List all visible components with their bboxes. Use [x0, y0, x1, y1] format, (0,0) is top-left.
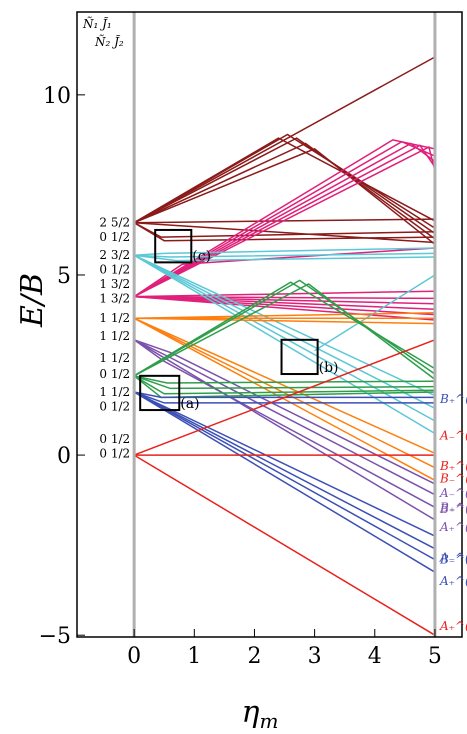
series-7-line-2 — [133, 454, 436, 636]
series-4-line-2 — [133, 339, 436, 508]
level-label-8: 1 1/2 — [99, 351, 130, 365]
x-tick-label-0: 0 — [127, 644, 141, 669]
series-6-line-5 — [133, 391, 436, 573]
x-tick-label-1: 1 — [187, 644, 201, 669]
series-3-line-0 — [134, 312, 435, 319]
series-5-line-2 — [133, 283, 436, 380]
state-label-9: B₋^(½) — [439, 553, 467, 567]
zoom-boxes: (a) (b) (c) — [139, 228, 339, 412]
level-label-13: 0 1/2 — [99, 446, 130, 460]
series-1-line-6 — [134, 290, 435, 298]
series-3-line-2 — [134, 317, 435, 325]
state-label-5: B₊^(½½) — [439, 500, 467, 514]
series-5-line-0 — [133, 281, 436, 377]
zoom-box-0 — [139, 374, 181, 412]
series-5-line-5 — [133, 375, 435, 395]
series-6-line-2 — [133, 391, 436, 537]
series-0-line-4 — [133, 142, 436, 240]
series-4-line-0 — [133, 339, 436, 485]
state-label-6: B₋^(½) — [439, 502, 467, 516]
x-tick-label-3: 3 — [308, 644, 322, 669]
state-label-4: A₋^(½) — [439, 486, 467, 500]
series-2-line-0 — [134, 247, 435, 256]
y-tick-label-2: 5 — [57, 264, 71, 289]
level-label-5: 1 3/2 — [99, 291, 130, 305]
series-2-line-6 — [133, 254, 436, 397]
state-label-11: A₊^(½½) — [439, 619, 467, 633]
series-2-line-2 — [134, 254, 435, 262]
header-label-1: Ñ₂ J̃₂ — [94, 34, 124, 49]
level-label-11: 0 1/2 — [99, 399, 130, 413]
level-label-9: 0 1/2 — [99, 367, 130, 381]
zoom-box-label-0: (a) — [180, 396, 199, 412]
series-5-line-1 — [133, 279, 436, 377]
series-0-line-8 — [133, 222, 435, 242]
vertical-lines — [132, 12, 437, 637]
level-label-4: 1 3/2 — [99, 277, 130, 291]
series-1-line-3 — [133, 144, 436, 298]
header-labels: Ñ₁ J̃₁ Ñ₂ J̃₂ — [82, 16, 124, 49]
series-2-line-1 — [134, 252, 435, 258]
series-1-line-5 — [133, 247, 435, 298]
zoom-box-1 — [280, 338, 319, 376]
x-tick-label-4: 4 — [368, 644, 382, 669]
state-labels: B₊^(½½)A₋^(½½)B₊^(½)B₋^(½½)A₋^(½)B₊^(½½)… — [439, 392, 467, 633]
series-0-line-0 — [133, 56, 436, 224]
state-label-3: B₋^(½½) — [439, 471, 467, 485]
y-tick-label-0: −5 — [39, 624, 71, 649]
series-6-line-1 — [133, 391, 435, 404]
state-label-1: A₋^(½½) — [439, 428, 467, 442]
state-label-2: B₊^(½) — [439, 459, 467, 473]
zoom-box-2 — [154, 228, 193, 264]
axis-ticks: 0 1 2 3 4 5 −5 0 5 10 — [39, 84, 442, 669]
state-label-7: A₊^(½½) — [439, 520, 467, 534]
series-5-line-3 — [133, 375, 435, 384]
series-6-line-0 — [133, 391, 435, 399]
series-1-line-8 — [134, 295, 435, 305]
level-label-7: 1 1/2 — [99, 329, 130, 343]
level-label-12: 0 1/2 — [99, 432, 130, 446]
series-1-line-11 — [134, 295, 435, 321]
series-0-line-3 — [133, 137, 436, 235]
series-2-line-5 — [133, 254, 436, 409]
state-label-10: A₊^(½½) — [439, 574, 467, 588]
series-5-line-4 — [133, 375, 435, 390]
series-4-line-3 — [133, 339, 436, 521]
series-0-line-2 — [133, 133, 436, 229]
series-0-line-9 — [134, 221, 435, 244]
series-3-line-3 — [133, 317, 436, 454]
x-tick-label-2: 2 — [247, 644, 261, 669]
level-labels: 2 5/20 1/22 3/20 1/21 3/21 3/21 1/21 1/2… — [99, 216, 130, 461]
series-layer — [133, 56, 436, 636]
level-label-0: 2 5/2 — [99, 216, 130, 230]
series-6-line-4 — [133, 391, 436, 561]
series-6-line-3 — [133, 391, 436, 550]
y-axis-label: E/B — [15, 273, 50, 328]
series-1-line-4 — [133, 146, 436, 298]
header-label-0: Ñ₁ J̃₁ — [82, 16, 112, 31]
series-2-line-3 — [133, 254, 436, 435]
level-label-2: 2 3/2 — [99, 248, 130, 262]
zoom-box-label-1: (b) — [319, 360, 339, 376]
state-label-8: A₋^(½½) — [439, 551, 467, 565]
series-7-line-1 — [133, 339, 436, 456]
series-2-line-7 — [314, 274, 436, 352]
zoom-box-label-2: (c) — [192, 248, 211, 264]
level-label-10: 1 1/2 — [99, 385, 130, 399]
level-label-1: 0 1/2 — [99, 230, 130, 244]
y-tick-label-1: 0 — [57, 444, 71, 469]
y-tick-label-3: 10 — [43, 84, 71, 109]
level-label-6: 1 1/2 — [99, 311, 130, 325]
x-tick-label-5: 5 — [428, 644, 442, 669]
series-1-line-10 — [134, 295, 435, 316]
series-0-line-5 — [133, 148, 436, 245]
plot-frame — [76, 11, 463, 638]
state-label-0: B₊^(½½) — [439, 392, 467, 406]
level-label-3: 0 1/2 — [99, 263, 130, 277]
x-axis-label: ηm — [242, 695, 279, 733]
